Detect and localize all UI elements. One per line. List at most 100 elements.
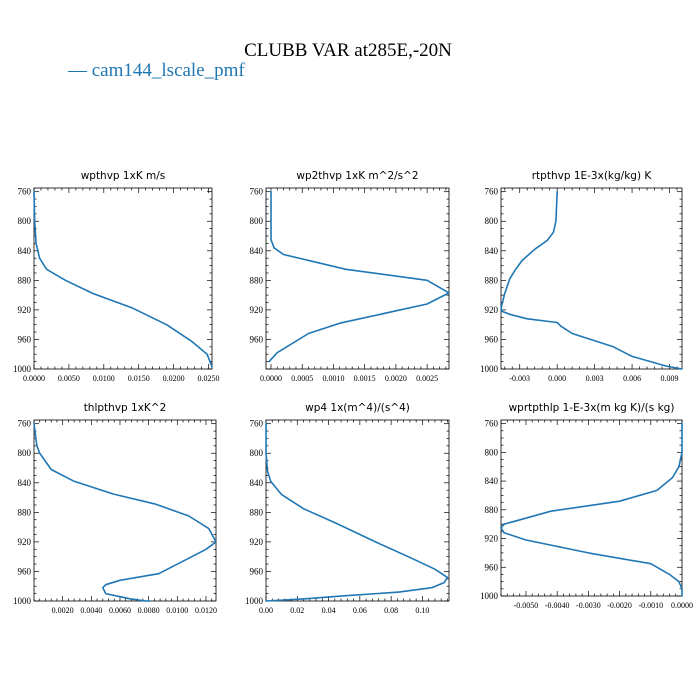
- series-line: [33, 422, 217, 602]
- panel-2: wp2thvp 1xK m^2/s^2 760 800 840 880 920 960 0.0…: [250, 170, 450, 383]
- plot-frame: [33, 187, 213, 370]
- figure-title: CLUBB VAR at285E,-20N: [244, 40, 452, 61]
- y-tick-label: 880: [18, 275, 32, 285]
- x-tick-label: 0.0120: [195, 606, 217, 615]
- x-tick-label: -0.0050: [514, 601, 539, 610]
- y-tick-label: 920: [250, 305, 264, 315]
- series-line: [500, 190, 683, 370]
- plot-frame: [500, 419, 683, 597]
- x-tick-label: -0.0020: [607, 601, 632, 610]
- x-tick-label: 0.0080: [138, 606, 160, 615]
- y-tick-label: 800: [250, 216, 264, 226]
- panel-5: wp4 1x(m^4)/(s^4)76080084088092096010000…: [245, 402, 450, 615]
- y-tick-label: 760: [250, 187, 264, 197]
- y-tick-label: 760: [485, 187, 499, 197]
- y-tick-label: 1000: [480, 364, 499, 374]
- y-tick-label: 800: [485, 216, 499, 226]
- x-tick-label: 0.006: [623, 374, 641, 383]
- x-tick-label: -0.0030: [576, 601, 601, 610]
- panel-title: wpthvp 1xK m/s: [81, 170, 166, 182]
- y-tick-label: 960: [250, 566, 264, 576]
- series-line: [268, 190, 450, 363]
- y-tick-label: 840: [250, 478, 264, 488]
- y-tick-label: 920: [18, 305, 32, 315]
- x-tick-label: 0.0015: [354, 374, 376, 383]
- y-tick-label: 960: [18, 334, 32, 344]
- panel-3: rtpthvp 1E-3x(kg/kg) K 760 800 840 880 920 960…: [480, 170, 683, 383]
- x-tick-label: 0.0250: [198, 374, 220, 383]
- x-tick-label: 0.0100: [166, 606, 188, 615]
- x-tick-label: 0.003: [586, 374, 604, 383]
- y-tick-label: 840: [485, 476, 499, 486]
- y-tick-label: 800: [250, 448, 264, 458]
- x-tick-label: 0.0000: [23, 374, 45, 383]
- x-tick-label: 0.0010: [322, 374, 344, 383]
- panel-title: rtpthvp 1E-3x(kg/kg) K: [532, 170, 653, 182]
- x-tick-label: -0.0010: [638, 601, 663, 610]
- y-tick-label: 880: [250, 275, 264, 285]
- y-tick-label: 880: [485, 505, 499, 515]
- series-line: [33, 190, 213, 368]
- y-tick-label: 1000: [13, 364, 32, 374]
- y-tick-label: 880: [250, 507, 264, 517]
- x-tick-label: 0.02: [290, 606, 304, 615]
- x-tick-label: 0.10: [415, 606, 429, 615]
- panel-title: wprtpthlp 1-E-3x(m kg K)/(s kg): [509, 402, 675, 414]
- y-tick-label: 960: [485, 562, 499, 572]
- x-tick-label: 0.009: [661, 374, 679, 383]
- panels: wpthvp 1xK m/s76080084088092096010000.00…: [13, 170, 693, 615]
- panel-title: wp2thvp 1xK m^2/s^2: [296, 170, 418, 182]
- y-tick-label: 760: [485, 419, 499, 429]
- plot-frame: [265, 419, 450, 602]
- x-tick-label: -0.0040: [545, 601, 570, 610]
- x-tick-label: 0.0200: [163, 374, 185, 383]
- x-tick-label: 0.000: [548, 374, 566, 383]
- x-tick-label: 0.04: [322, 606, 336, 615]
- y-tick-label: 800: [485, 447, 499, 457]
- x-tick-label: 0.0100: [93, 374, 115, 383]
- x-tick-label: 0.08: [384, 606, 398, 615]
- y-tick-label: 920: [485, 534, 499, 544]
- panel-title: thlpthvp 1xK^2: [84, 402, 167, 414]
- y-tick-label: 1000: [245, 596, 264, 606]
- plot-frame: [33, 419, 217, 602]
- panel-title: wp4 1x(m^4)/(s^4): [305, 402, 410, 414]
- y-tick-label: 800: [18, 448, 32, 458]
- y-tick-label: 1000: [480, 591, 499, 601]
- panel-1: wpthvp 1xK m/s76080084088092096010000.00…: [13, 170, 220, 383]
- y-tick-label: 960: [485, 334, 499, 344]
- y-tick-label: 840: [18, 246, 32, 256]
- x-tick-label: 0.0150: [128, 374, 150, 383]
- series-line: [500, 422, 683, 597]
- y-tick-label: 1000: [13, 596, 32, 606]
- y-tick-label: 760: [18, 187, 32, 197]
- x-tick-label: 0.0000: [671, 601, 693, 610]
- x-tick-label: 0.0025: [416, 374, 438, 383]
- y-tick-label: 880: [485, 275, 499, 285]
- y-tick-label: 840: [250, 246, 264, 256]
- series-line: [265, 422, 449, 602]
- y-tick-label: 760: [250, 419, 264, 429]
- y-tick-label: 800: [18, 216, 32, 226]
- legend-entry: — cam144_lscale_pmf: [67, 60, 245, 81]
- x-tick-label: 0.0060: [109, 606, 131, 615]
- x-tick-label: 0.06: [353, 606, 367, 615]
- y-tick-label: 960: [18, 566, 32, 576]
- y-tick-label: 960: [250, 334, 264, 344]
- x-tick-label: 0.0050: [58, 374, 80, 383]
- x-tick-label: 0.0020: [385, 374, 407, 383]
- plot-frame: [265, 187, 450, 370]
- y-tick-label: 880: [18, 507, 32, 517]
- y-tick-label: 840: [485, 246, 499, 256]
- y-tick-label: 760: [18, 419, 32, 429]
- x-tick-label: 0.0000: [260, 374, 282, 383]
- x-tick-label: 0.00: [259, 606, 273, 615]
- panel-6: wprtpthlp 1-E-3x(m kg K)/(s kg) 760 800 840…: [480, 402, 693, 610]
- y-tick-label: 920: [18, 537, 32, 547]
- x-tick-label: -0.003: [509, 374, 530, 383]
- panel-4: thlpthvp 1xK^2 760 800 840 880 920 960 1000 0.00…: [13, 402, 217, 615]
- y-tick-label: 920: [250, 537, 264, 547]
- x-tick-label: 0.0040: [80, 606, 102, 615]
- y-tick-label: 840: [18, 478, 32, 488]
